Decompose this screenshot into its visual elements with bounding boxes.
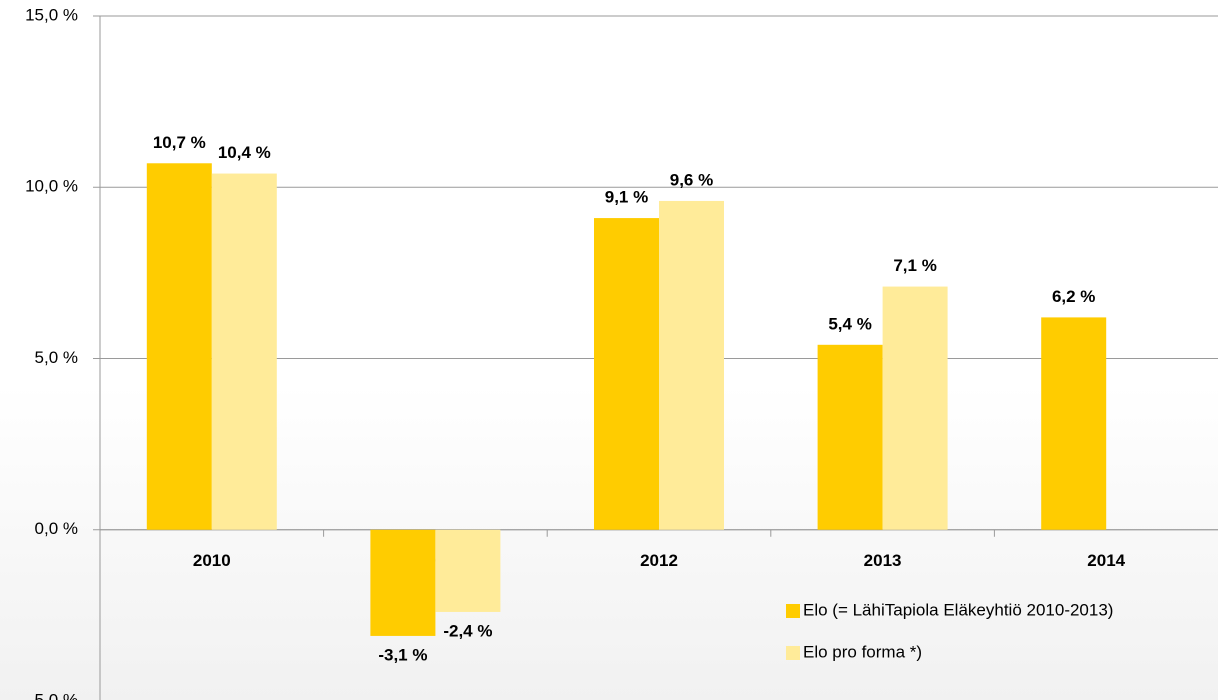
bar bbox=[817, 344, 883, 530]
bar bbox=[594, 218, 659, 530]
bar bbox=[211, 173, 277, 530]
x-tick-label: 2012 bbox=[640, 551, 678, 570]
data-label: 10,7 % bbox=[153, 133, 206, 152]
data-label: 10,4 % bbox=[218, 143, 271, 162]
data-label: 9,1 % bbox=[605, 188, 648, 207]
x-tick-label: 2010 bbox=[193, 551, 231, 570]
bar bbox=[435, 529, 501, 612]
y-tick-label: -5,0 % bbox=[29, 690, 78, 700]
legend-swatch bbox=[786, 604, 800, 618]
legend-swatch bbox=[786, 646, 800, 660]
y-tick-label: 10,0 % bbox=[25, 177, 78, 196]
bar bbox=[370, 529, 436, 636]
legend-label: Elo (= LähiTapiola Eläkeyhtiö 2010-2013) bbox=[803, 600, 1113, 619]
data-label: -3,1 % bbox=[378, 645, 427, 664]
y-tick-label: 15,0 % bbox=[25, 5, 78, 24]
bar bbox=[659, 200, 724, 530]
data-label: 6,2 % bbox=[1052, 287, 1095, 306]
bar bbox=[1041, 317, 1107, 530]
x-tick-label: 2014 bbox=[1087, 551, 1125, 570]
data-label: 9,6 % bbox=[670, 170, 713, 189]
data-label: 5,4 % bbox=[828, 314, 871, 333]
y-tick-label: 5,0 % bbox=[35, 348, 78, 367]
x-tick-label: 2013 bbox=[864, 551, 902, 570]
data-label: -2,4 % bbox=[443, 621, 492, 640]
y-tick-label: 0,0 % bbox=[35, 519, 78, 538]
bar bbox=[882, 286, 948, 530]
bar bbox=[146, 163, 212, 530]
data-label: 7,1 % bbox=[893, 256, 936, 275]
legend-label: Elo pro forma *) bbox=[803, 642, 922, 661]
